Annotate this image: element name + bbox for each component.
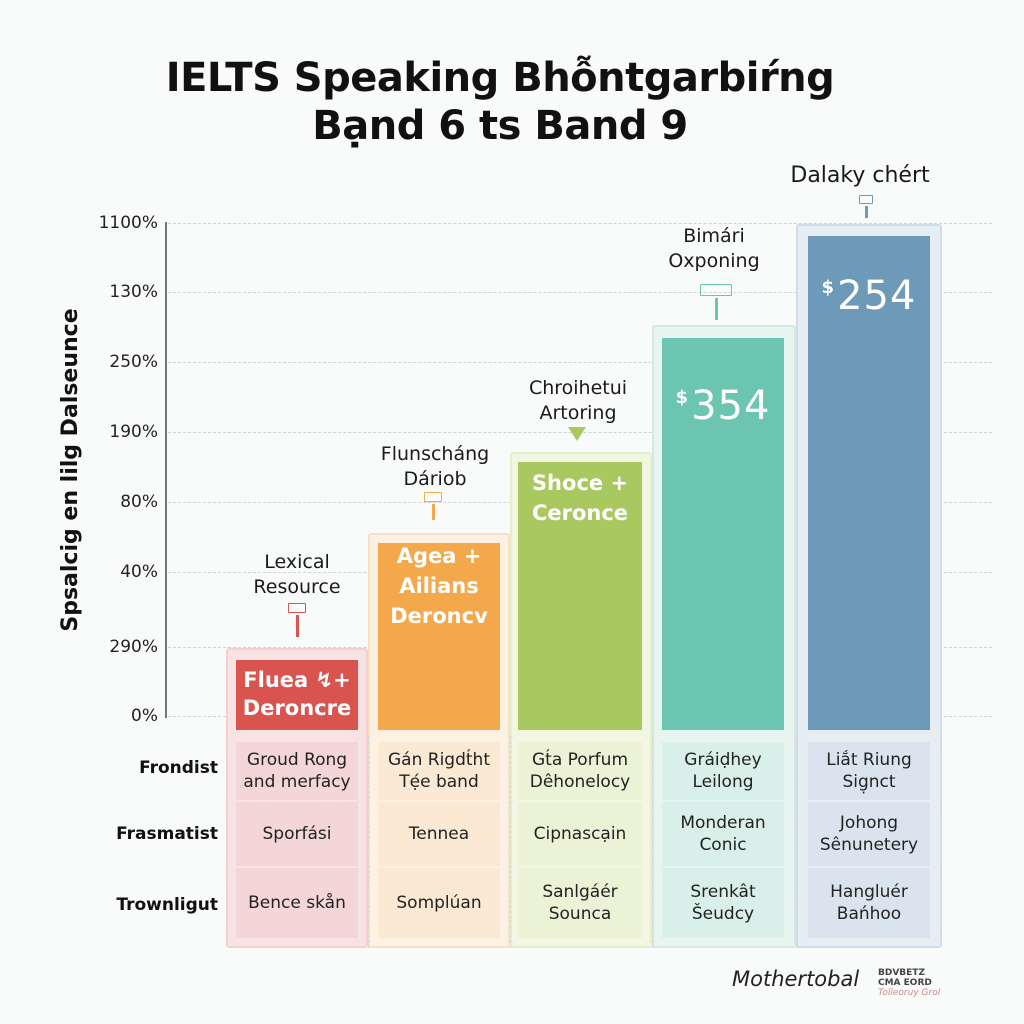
bar-4-pointer-icon	[700, 284, 732, 320]
bar-1[interactable]: Fluea ↯+ Deroncre	[236, 660, 358, 730]
table-cell: Cipnascạin	[518, 802, 642, 866]
bar-2[interactable]: Agea + Ailians Deroncv	[378, 543, 500, 730]
chart-title-line-1: IELTS Speaking Bhỗntgarbiŕng	[165, 55, 835, 101]
y-tick-label: 80%	[120, 492, 158, 512]
table-cell: Somplúan	[378, 868, 500, 938]
bar-4-value: 354	[691, 383, 771, 429]
bar-1-label-line-2: Deroncre	[242, 696, 352, 720]
table-row-header: Trownligut	[116, 895, 218, 915]
bar-3[interactable]: Shoce + Ceronce	[518, 462, 642, 730]
table-column-divider	[796, 736, 797, 948]
bar-1-label-line-1: Fluea ↯+	[243, 668, 351, 692]
y-tick-label: 40%	[120, 562, 158, 582]
table-cell: Tennea	[378, 802, 500, 866]
bar-3-annotation: Chroihetui Artoring	[529, 376, 627, 426]
table-column-divider	[368, 736, 369, 948]
bar-1-annotation: Lexical Resource	[253, 550, 340, 600]
bar-2-pointer-icon	[424, 492, 442, 520]
bar-2-annotation-line-1: Flunscháng	[380, 443, 490, 465]
gridline	[168, 292, 992, 293]
bar-1-annotation-line-1: Lexical	[264, 551, 330, 573]
bar-2-label-line-1: Agea +	[396, 544, 482, 568]
bar-4-annotation-line-1: Bimári	[683, 225, 745, 247]
bar-5-currency-symbol: $	[821, 277, 836, 298]
table-cell: Gráiḍhey Leilong	[662, 742, 784, 800]
table-cell: Gán Rigdt́ht Tẹ́e band	[378, 742, 500, 800]
bar-3-annotation-line-2: Artoring	[539, 402, 617, 424]
gridline	[168, 223, 992, 224]
footer-logo-line-2: CMA EORD	[878, 978, 932, 988]
y-tick-label: 1100%	[98, 213, 158, 233]
y-tick-label: 190%	[109, 422, 158, 442]
bar-3-pointer-icon	[568, 427, 586, 441]
table-cell: Sporfási	[236, 802, 358, 866]
gridline	[168, 362, 992, 363]
bar-4-annotation-line-2: Oxponing	[668, 250, 760, 272]
bar-2-label-line-2: Ailians	[399, 574, 479, 598]
bar-2-annotation-line-2: Dáriob	[403, 468, 467, 490]
y-tick-label: 130%	[109, 282, 158, 302]
bar-5-value: 254	[837, 273, 917, 319]
bar-1-pointer-icon	[288, 603, 306, 637]
y-tick-label: 290%	[109, 637, 158, 657]
table-cell: Johong Sênunetery	[808, 802, 930, 866]
footer-brand-text: Mothertobal	[732, 967, 860, 991]
table-column-divider	[510, 736, 511, 948]
footer-logo-signature: Tolleoruy Grol	[878, 988, 941, 998]
table-row-header: Frondist	[139, 758, 218, 778]
bar-5-annotation-line-1: Dalaky chért	[790, 163, 930, 188]
bar-4-currency-symbol: $	[675, 387, 690, 408]
table-cell: Hangluér Bańhoo	[808, 868, 930, 938]
table-row-header: Frasmatist	[116, 824, 218, 844]
bar-2-annotation: Flunscháng Dáriob	[381, 442, 489, 492]
bar-4[interactable]: $354	[662, 338, 784, 730]
bar-1-annotation-line-2: Resource	[253, 576, 341, 598]
table-cell: Monderan Conic	[662, 802, 784, 866]
y-tick-label: 250%	[109, 352, 158, 372]
bar-4-annotation: Bimári Oxponing	[668, 224, 759, 274]
table-cell: Liắt Riung Sig̣nct	[808, 742, 930, 800]
chart-title-line-2: Bạnd 6 ts Band 9	[312, 103, 688, 149]
footer-logo-line-1: BDVBETZ	[878, 968, 925, 978]
y-axis-label-text: Spsalcig en lilg Dalseunce	[58, 308, 83, 632]
table-cell: Srenkât Šeudcy	[662, 868, 784, 938]
bar-3-label-line-2: Ceronce	[531, 501, 629, 525]
table-cell: Gt́a Porfum Dêhonelocy	[518, 742, 642, 800]
bar-5-pointer-icon	[859, 195, 873, 218]
table-cell: Groud Rong and merfacy	[236, 742, 358, 800]
bar-3-label-line-1: Shoce +	[531, 471, 629, 495]
footer-logo: BDVBETZ CMA EORD Tolleoruy Grol	[878, 968, 940, 998]
bar-5[interactable]: $254	[808, 236, 930, 730]
bar-3-annotation-line-1: Chroihetui	[528, 377, 628, 399]
table-cell: Bence skån	[236, 868, 358, 938]
bar-2-label-line-3: Deroncv	[390, 604, 488, 628]
bar-5-annotation: Dalaky chért	[790, 163, 929, 188]
y-tick-label: 0%	[131, 706, 158, 726]
table-cell: Sanlgáér Sounca	[518, 868, 642, 938]
table-column-divider	[652, 736, 653, 948]
y-axis-line	[165, 222, 167, 718]
